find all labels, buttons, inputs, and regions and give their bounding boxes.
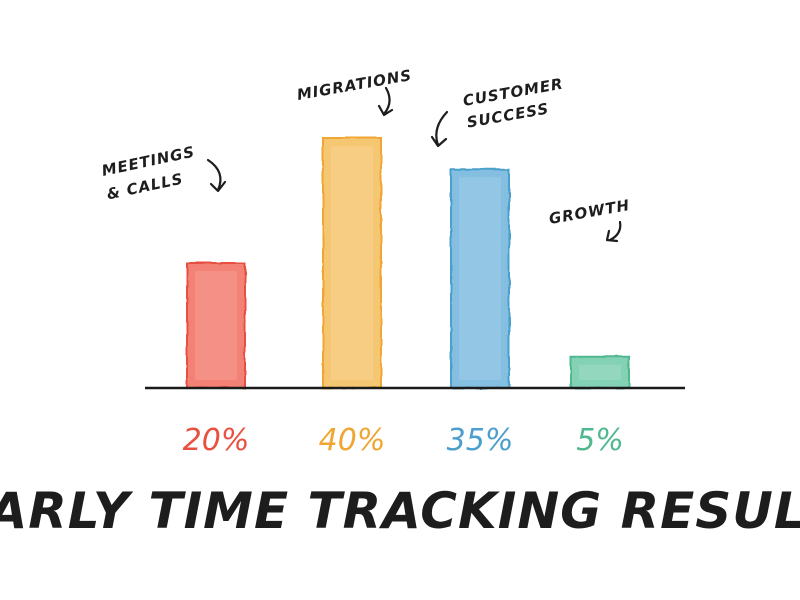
arrow-icon-1 bbox=[377, 86, 394, 117]
category-label-3: GROWTH bbox=[548, 196, 632, 228]
arrow-icon-0 bbox=[206, 158, 227, 193]
category-label-1-line-0: MIGRATIONS bbox=[296, 66, 414, 104]
bar-highlight-0 bbox=[195, 271, 237, 380]
value-label-0: 20% bbox=[183, 423, 250, 458]
category-label-0: MEETINGS& CALLS bbox=[100, 143, 197, 204]
chart-title: EARLY TIME TRACKING RESULTS bbox=[0, 482, 800, 540]
category-label-3-line-0: GROWTH bbox=[548, 196, 632, 228]
arrow-icon-2 bbox=[430, 110, 449, 148]
bar-0 bbox=[186, 262, 246, 389]
bar-2 bbox=[450, 168, 510, 389]
value-label-3: 5% bbox=[576, 423, 624, 458]
arrow-icon-3 bbox=[605, 220, 622, 243]
bar-1 bbox=[322, 137, 382, 389]
value-labels-group: 20% 40% 35% 5% bbox=[183, 423, 624, 458]
value-label-1: 40% bbox=[319, 423, 386, 458]
bar-highlight-2 bbox=[459, 177, 501, 380]
value-label-2: 35% bbox=[447, 423, 514, 458]
bar-3 bbox=[570, 355, 630, 389]
bar-highlight-3 bbox=[579, 364, 621, 380]
category-label-1: MIGRATIONS bbox=[296, 66, 414, 104]
bar-highlight-1 bbox=[331, 146, 373, 380]
bars-group bbox=[186, 137, 630, 389]
